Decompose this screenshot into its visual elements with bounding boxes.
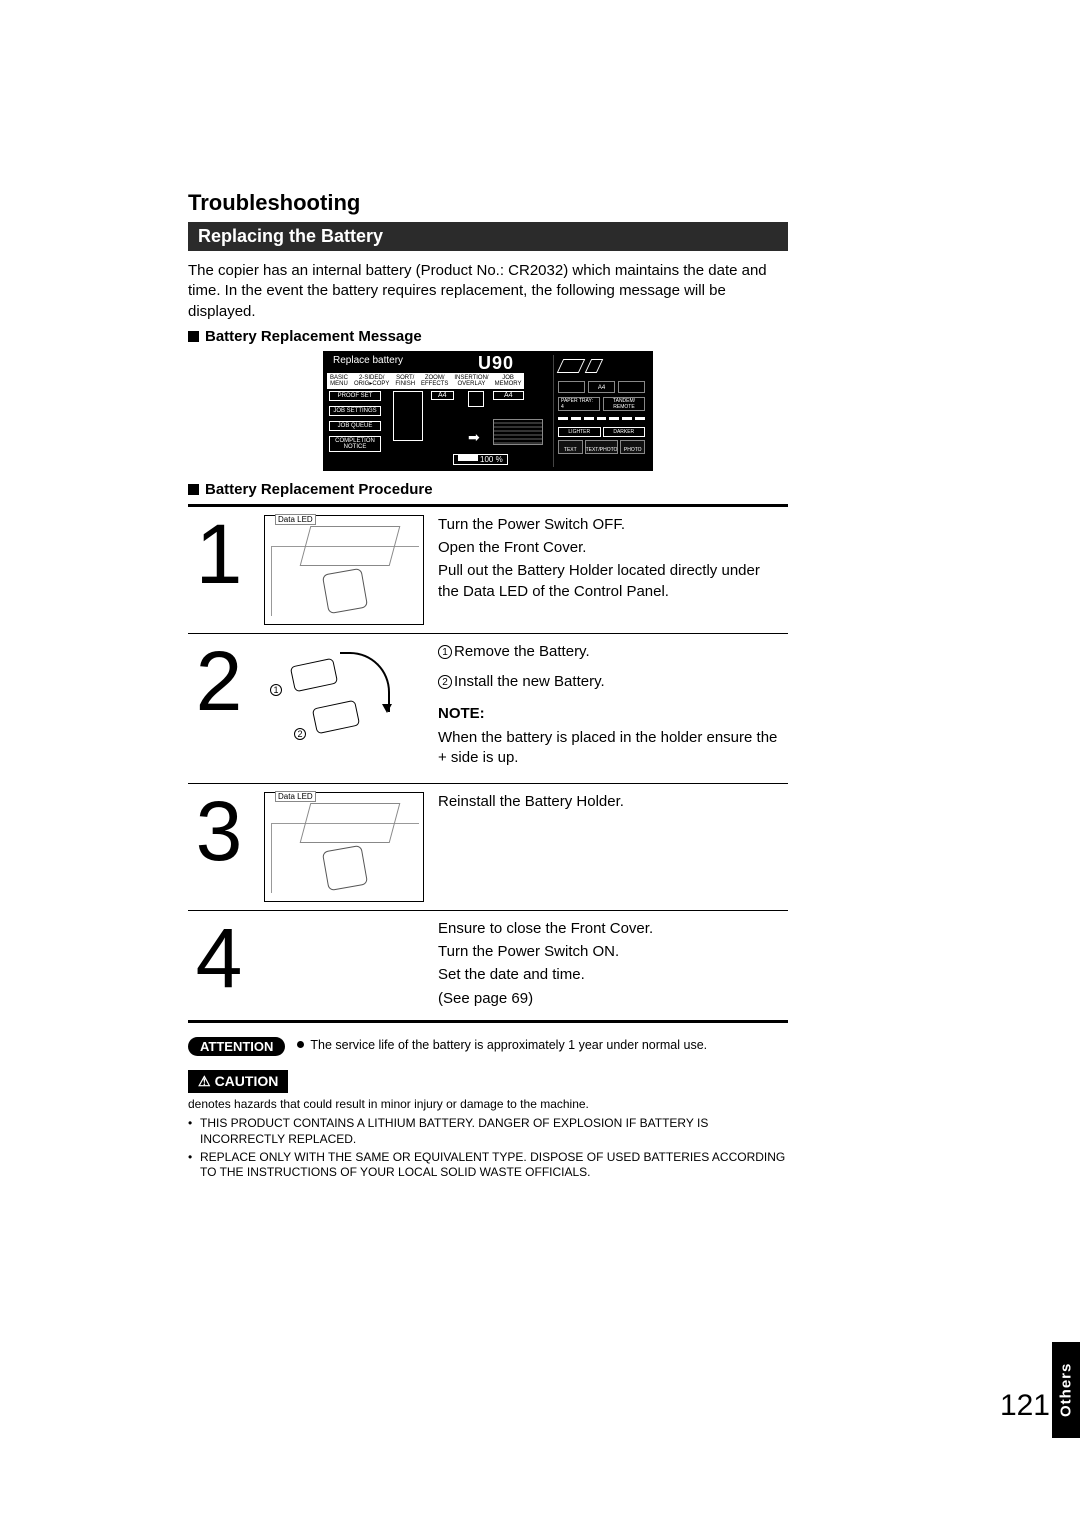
caution-lead: denotes hazards that could result in min… [188, 1097, 788, 1113]
lcd-display-figure: Replace battery U90 BASIC MENU 2-SIDED/ … [323, 351, 653, 471]
lcd-tab: 2-SIDED/ ORIG▸COPY [351, 373, 392, 389]
step-row-4: 4 Ensure to close the Front Cover. Turn … [188, 911, 788, 1020]
lcd-a4-label-2: A4 [493, 391, 524, 400]
step2-figure: 1 2 [264, 642, 424, 775]
step1-text: Turn the Power Switch OFF. Open the Fron… [438, 515, 788, 625]
circled-2-icon: 2 [438, 675, 452, 689]
step-row-3: 3 Data LED Reinstall the Battery Holder. [188, 784, 788, 911]
page-number: 121 [1000, 1389, 1050, 1423]
page: Troubleshooting Replacing the Battery Th… [0, 0, 1080, 1528]
lcd-lighter-darker: LIGHTER DARKER [558, 427, 645, 437]
subhead-procedure-text: Battery Replacement Procedure [205, 481, 433, 498]
intro-text: The copier has an internal battery (Prod… [188, 261, 788, 322]
step-row-2: 2 1 2 1Remove the Battery. 2Install the … [188, 634, 788, 784]
subhead-message-text: Battery Replacement Message [205, 328, 422, 345]
lcd-tray-row: PAPER TRAY: 4 TANDEM/ REMOTE [558, 397, 645, 411]
content-area: Troubleshooting Replacing the Battery Th… [188, 190, 788, 1184]
lcd-btn: COMPLETION NOTICE [329, 436, 381, 452]
page-title: Troubleshooting [188, 190, 788, 216]
step2-text: 1Remove the Battery. 2Install the new Ba… [438, 642, 788, 775]
section-header: Replacing the Battery [188, 222, 788, 251]
step-number: 2 [188, 642, 250, 775]
lcd-output-icon [554, 355, 649, 377]
lcd-btn: JOB QUEUE [329, 421, 381, 431]
step-number: 1 [188, 515, 250, 625]
step3-figure: Data LED [264, 792, 424, 902]
lcd-paper-icon [393, 391, 423, 441]
lcd-message: Replace battery [333, 355, 403, 366]
fig-label-data-led: Data LED [275, 791, 316, 802]
lcd-density-dashes [558, 417, 645, 421]
subhead-message: Battery Replacement Message [188, 328, 788, 345]
lcd-tab: INSERTION/ OVERLAY [451, 373, 491, 389]
step4-text: Ensure to close the Front Cover. Turn th… [438, 919, 788, 1012]
lcd-arrow-box [468, 391, 484, 407]
lcd-right-panel: A4 PAPER TRAY: 4 TANDEM/ REMOTE LIGHTER … [553, 355, 649, 467]
step-row-1: 1 Data LED Turn the Power Switch OFF. Op… [188, 507, 788, 634]
attention-badge: ATTENTION [188, 1037, 285, 1056]
circled-1-icon: 1 [438, 645, 452, 659]
lcd-grid [493, 419, 543, 445]
fig-label-data-led: Data LED [275, 514, 316, 525]
side-tab-others: Others [1052, 1342, 1080, 1438]
attention-row: ATTENTION The service life of the batter… [188, 1037, 788, 1056]
lcd-tabs: BASIC MENU 2-SIDED/ ORIG▸COPY SORT/ FINI… [327, 373, 443, 389]
step3-text: Reinstall the Battery Holder. [438, 792, 788, 902]
lcd-btn: JOB SETTINGS [329, 406, 381, 416]
lcd-error-code: U90 [478, 353, 514, 374]
lcd-mid-row: A4 [558, 381, 645, 393]
caution-item: REPLACE ONLY WITH THE SAME OR EQUIVALENT… [188, 1150, 788, 1181]
step-number: 3 [188, 792, 250, 902]
caution-list: THIS PRODUCT CONTAINS A LITHIUM BATTERY.… [188, 1116, 788, 1180]
lcd-tab: JOB MEMORY [492, 373, 525, 389]
subhead-procedure: Battery Replacement Procedure [188, 481, 788, 498]
steps-table: 1 Data LED Turn the Power Switch OFF. Op… [188, 504, 788, 1023]
warning-triangle-icon: ⚠ [198, 1073, 211, 1090]
lcd-tab: SORT/ FINISH [392, 373, 418, 389]
lcd-arrow-icon: ➡ [468, 429, 480, 446]
bullet-icon [297, 1041, 304, 1048]
step-number: 4 [188, 919, 250, 1012]
lcd-zoom: 100 % [453, 454, 508, 465]
step1-figure: Data LED [264, 515, 424, 625]
lcd-tab: ZOOM/ EFFECTS [418, 373, 451, 389]
attention-text: The service life of the battery is appro… [297, 1037, 788, 1053]
caution-badge: ⚠CAUTION [188, 1070, 288, 1093]
lcd-tab: BASIC MENU [327, 373, 351, 389]
caution-item: THIS PRODUCT CONTAINS A LITHIUM BATTERY.… [188, 1116, 788, 1147]
lcd-a4-label: A4 [431, 391, 454, 400]
lcd-left-buttons: PROOF SET JOB SETTINGS JOB QUEUE COMPLET… [329, 391, 381, 452]
lcd-btn: PROOF SET [329, 391, 381, 401]
lcd-mode-row: TEXT TEXT/PHOTO PHOTO [558, 440, 645, 454]
